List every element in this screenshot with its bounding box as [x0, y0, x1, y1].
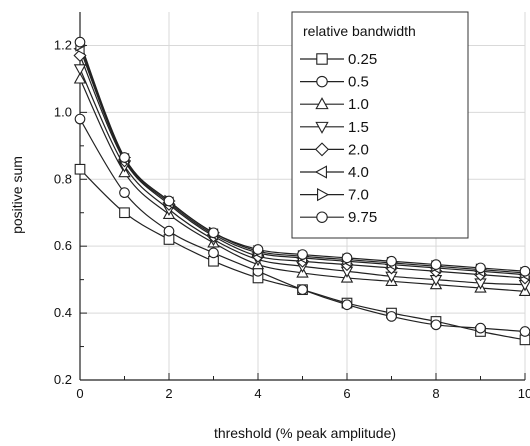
- y-tick-label: 0.6: [54, 238, 72, 253]
- data-point: [119, 152, 130, 163]
- legend-label: 0.25: [348, 51, 377, 68]
- y-tick-label: 0.4: [54, 305, 72, 320]
- tick-labels: 0 2 4 6 8 10 0.2 0.4 0.6 0.8 1.0 1.2: [54, 37, 530, 401]
- series-9.75: [79, 41, 526, 272]
- data-point: [430, 259, 442, 270]
- legend-marker: [317, 187, 330, 202]
- legend-title: relative bandwidth: [303, 23, 416, 39]
- series-markers-9.75: [74, 36, 530, 277]
- legend-marker: [315, 121, 329, 134]
- data-point: [297, 249, 308, 260]
- data-point: [73, 64, 87, 76]
- legend-marker: [316, 75, 328, 88]
- data-point: [341, 252, 353, 264]
- data-point: [475, 262, 486, 274]
- legend-item: 4.0: [300, 164, 369, 181]
- y-tick-label: 1.0: [54, 104, 72, 119]
- legend-items: 0.25 0.5 1.0 1.5 2.0 4.0 7.0 9.75: [300, 51, 377, 226]
- legend-label: 1.0: [348, 96, 369, 113]
- legend: relative bandwidth 0.25 0.5 1.0 1.5 2.0 4.0 7.…: [291, 11, 469, 239]
- legend-label: 2.0: [348, 141, 369, 158]
- x-tick-label: 10: [518, 386, 530, 401]
- x-axis-title: threshold (% peak amplitude): [214, 425, 396, 441]
- legend-label: 9.75: [348, 209, 377, 226]
- legend-label: 4.0: [348, 164, 369, 181]
- x-tick-label: 4: [254, 386, 261, 401]
- x-tick-label: 2: [165, 386, 172, 401]
- y-tick-label: 1.2: [54, 37, 72, 52]
- legend-label: 0.5: [348, 74, 369, 91]
- legend-item: 2.0: [300, 141, 369, 158]
- data-point: [430, 319, 442, 331]
- legend-label: 7.0: [348, 187, 369, 204]
- series-layer: [73, 36, 530, 346]
- data-point: [208, 227, 219, 239]
- legend-marker: [314, 142, 330, 157]
- legend-marker: [316, 53, 328, 65]
- data-point: [519, 326, 530, 337]
- legend-item: 1.5: [300, 119, 369, 136]
- legend-item: 9.75: [300, 209, 377, 226]
- data-point: [74, 36, 86, 48]
- data-point: [163, 195, 175, 207]
- y-tick-label: 0.8: [54, 171, 72, 186]
- data-point: [119, 207, 130, 219]
- legend-item: 1.0: [300, 96, 369, 113]
- data-point: [119, 187, 130, 199]
- y-axis-title: positive sum: [9, 156, 25, 234]
- data-point: [252, 244, 264, 255]
- data-point: [386, 311, 397, 322]
- x-tick-label: 8: [432, 386, 439, 401]
- data-point: [74, 163, 86, 175]
- legend-marker: [316, 211, 328, 223]
- x-tick-label: 0: [76, 386, 83, 401]
- data-point: [163, 225, 175, 237]
- legend-marker: [315, 97, 329, 110]
- legend-marker: [314, 165, 327, 179]
- tick-marks: [79, 44, 526, 381]
- data-point: [297, 284, 308, 296]
- data-point: [73, 72, 87, 84]
- series-line: [79, 41, 526, 272]
- legend-item: 0.5: [300, 74, 369, 91]
- data-point: [519, 265, 530, 277]
- series-markers-0.5: [74, 113, 530, 337]
- legend-item: 0.25: [300, 51, 377, 68]
- y-tick-label: 0.2: [54, 372, 72, 387]
- x-tick-label: 6: [343, 386, 350, 401]
- data-point: [208, 247, 219, 259]
- legend-label: 1.5: [348, 119, 369, 136]
- data-point: [341, 299, 353, 311]
- data-point: [74, 113, 86, 125]
- data-point: [386, 255, 397, 267]
- data-point: [475, 322, 486, 334]
- legend-item: 7.0: [300, 187, 369, 204]
